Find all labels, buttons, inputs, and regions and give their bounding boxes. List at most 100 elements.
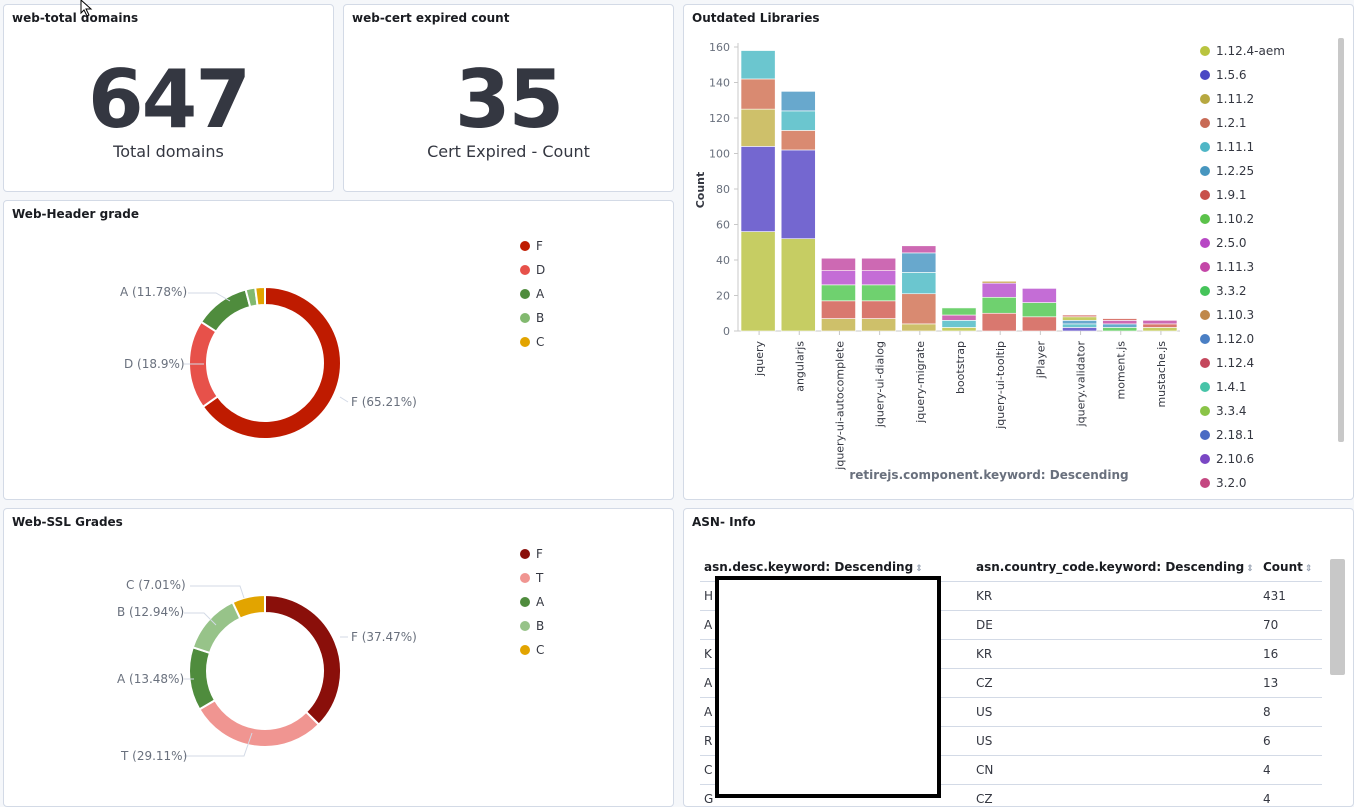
- table-cell-count[interactable]: 70: [1259, 610, 1322, 640]
- table-cell-cc[interactable]: CN: [972, 755, 1259, 785]
- bar-segment: [1142, 320, 1178, 325]
- y-tick-label: 160: [709, 41, 730, 54]
- legend-item[interactable]: 2.18.1: [1200, 423, 1285, 447]
- bar-segment: [981, 280, 1017, 284]
- column-header-count[interactable]: Count ⇕: [1259, 553, 1322, 582]
- donut-slice-c: [254, 285, 266, 307]
- legend-label: 1.12.4-aem: [1216, 44, 1285, 58]
- bar-segment: [861, 318, 897, 332]
- legend-item[interactable]: C: [520, 638, 544, 662]
- table-cell-cc[interactable]: CZ: [972, 784, 1259, 806]
- sort-icon[interactable]: ⇕: [1246, 564, 1254, 574]
- legend-item[interactable]: 1.2.1: [1200, 111, 1285, 135]
- table-cell-count[interactable]: 6: [1259, 726, 1322, 756]
- bar-segment: [1142, 327, 1178, 332]
- bar-segment: [1021, 316, 1057, 332]
- legend-item[interactable]: 1.11.3: [1200, 255, 1285, 279]
- legend-item[interactable]: B: [520, 306, 545, 330]
- legend-item[interactable]: F: [520, 234, 545, 258]
- legend-item[interactable]: 2.10.6: [1200, 447, 1285, 471]
- legend-label: B: [536, 311, 545, 325]
- legend-dot-icon: [520, 289, 530, 299]
- table-cell-cc[interactable]: KR: [972, 639, 1259, 669]
- legend-dot-icon: [520, 645, 530, 655]
- legend-item[interactable]: 1.10.2: [1200, 207, 1285, 231]
- bar-segment: [941, 307, 977, 316]
- slice-label-t: T (29.11%): [121, 749, 188, 763]
- legend-item[interactable]: 3.3.4: [1200, 399, 1285, 423]
- legend-dot-icon: [1200, 262, 1210, 272]
- bar-segment: [981, 282, 1017, 298]
- bar-segment: [861, 270, 897, 286]
- legend-dot-icon: [1200, 310, 1210, 320]
- table-cell-count[interactable]: 16: [1259, 639, 1322, 669]
- legend-item[interactable]: 1.2.25: [1200, 159, 1285, 183]
- legend-item[interactable]: 1.12.4-aem: [1200, 39, 1285, 63]
- legend-item[interactable]: A: [520, 590, 544, 614]
- legend-item[interactable]: A: [520, 282, 545, 306]
- legend-item[interactable]: 1.5.6: [1200, 63, 1285, 87]
- bar-segment: [740, 231, 776, 332]
- legend-item[interactable]: 2.5.0: [1200, 231, 1285, 255]
- bar-segment: [821, 300, 856, 319]
- bar-segment: [780, 91, 816, 112]
- bar-segment: [901, 323, 937, 332]
- libraries-legend[interactable]: 1.12.4-aem 1.5.6 1.11.2 1.2.1 1.11.1 1.2.25 1.…: [1200, 39, 1285, 495]
- legend-item[interactable]: C: [520, 330, 545, 354]
- metric-value: 35: [454, 53, 564, 146]
- bar-segment: [780, 149, 816, 239]
- legend-dot-icon: [1200, 46, 1210, 56]
- bar-segment: [780, 130, 816, 151]
- table-cell-count[interactable]: 4: [1259, 784, 1322, 806]
- legend-item[interactable]: 1.12.0: [1200, 327, 1285, 351]
- legend-item[interactable]: D: [520, 258, 545, 282]
- table-cell-cc[interactable]: DE: [972, 610, 1259, 640]
- table-cell-cc[interactable]: KR: [972, 581, 1259, 611]
- x-tick-label: jPlayer: [1034, 341, 1047, 380]
- slice-label-d: D (18.9%): [124, 357, 185, 371]
- bar-segment: [901, 293, 937, 325]
- legend-item[interactable]: T: [520, 566, 544, 590]
- legend-item[interactable]: 1.12.4: [1200, 351, 1285, 375]
- table-cell-cc[interactable]: CZ: [972, 668, 1259, 698]
- legend-item[interactable]: F: [520, 542, 544, 566]
- legend-item[interactable]: 1.9.1: [1200, 183, 1285, 207]
- legend-label: D: [536, 263, 546, 277]
- table-cell-count[interactable]: 8: [1259, 697, 1322, 727]
- sort-icon[interactable]: ⇕: [1304, 564, 1313, 574]
- legend-item[interactable]: 1.11.1: [1200, 135, 1285, 159]
- bar-segment: [821, 284, 856, 302]
- bar-segment: [981, 312, 1017, 332]
- sort-icon[interactable]: ⇕: [915, 564, 923, 574]
- table-cell-count[interactable]: 4: [1259, 755, 1322, 785]
- column-header-country-code[interactable]: asn.country_code.keyword: Descending ⇕: [972, 553, 1259, 582]
- legend-label: 2.5.0: [1216, 236, 1247, 250]
- legend-label: F: [536, 547, 543, 561]
- legend-dot-icon: [1200, 118, 1210, 128]
- table-cell-count[interactable]: 431: [1259, 581, 1322, 611]
- x-axis-title: retirejs.component.keyword: Descending: [849, 468, 1128, 482]
- legend-item[interactable]: 3.3.2: [1200, 279, 1285, 303]
- bar-segment: [1062, 323, 1097, 328]
- legend-item[interactable]: 1.4.1: [1200, 375, 1285, 399]
- legend-item[interactable]: 1.10.3: [1200, 303, 1285, 327]
- donut-slice-t: [198, 698, 321, 748]
- legend-item[interactable]: 3.2.0: [1200, 471, 1285, 495]
- bar-segment: [780, 110, 816, 131]
- legend-dot-icon: [520, 549, 530, 559]
- slice-label-a: A (13.48%): [117, 672, 185, 686]
- panel-title: web-cert expired count: [352, 11, 510, 25]
- table-cell-cc[interactable]: US: [972, 726, 1259, 756]
- legend-scrollbar[interactable]: [1338, 38, 1344, 442]
- legend-item[interactable]: B: [520, 614, 544, 638]
- table-scrollbar[interactable]: [1330, 559, 1345, 675]
- bar-segment: [1021, 302, 1057, 318]
- bar-segment: [941, 327, 977, 332]
- panel-title: web-total domains: [12, 11, 139, 25]
- table-cell-cc[interactable]: US: [972, 697, 1259, 727]
- legend-dot-icon: [520, 313, 530, 323]
- legend-item[interactable]: 1.11.2: [1200, 87, 1285, 111]
- bar-segment: [1102, 323, 1138, 328]
- table-cell-count[interactable]: 13: [1259, 668, 1322, 698]
- legend-dot-icon: [1200, 382, 1210, 392]
